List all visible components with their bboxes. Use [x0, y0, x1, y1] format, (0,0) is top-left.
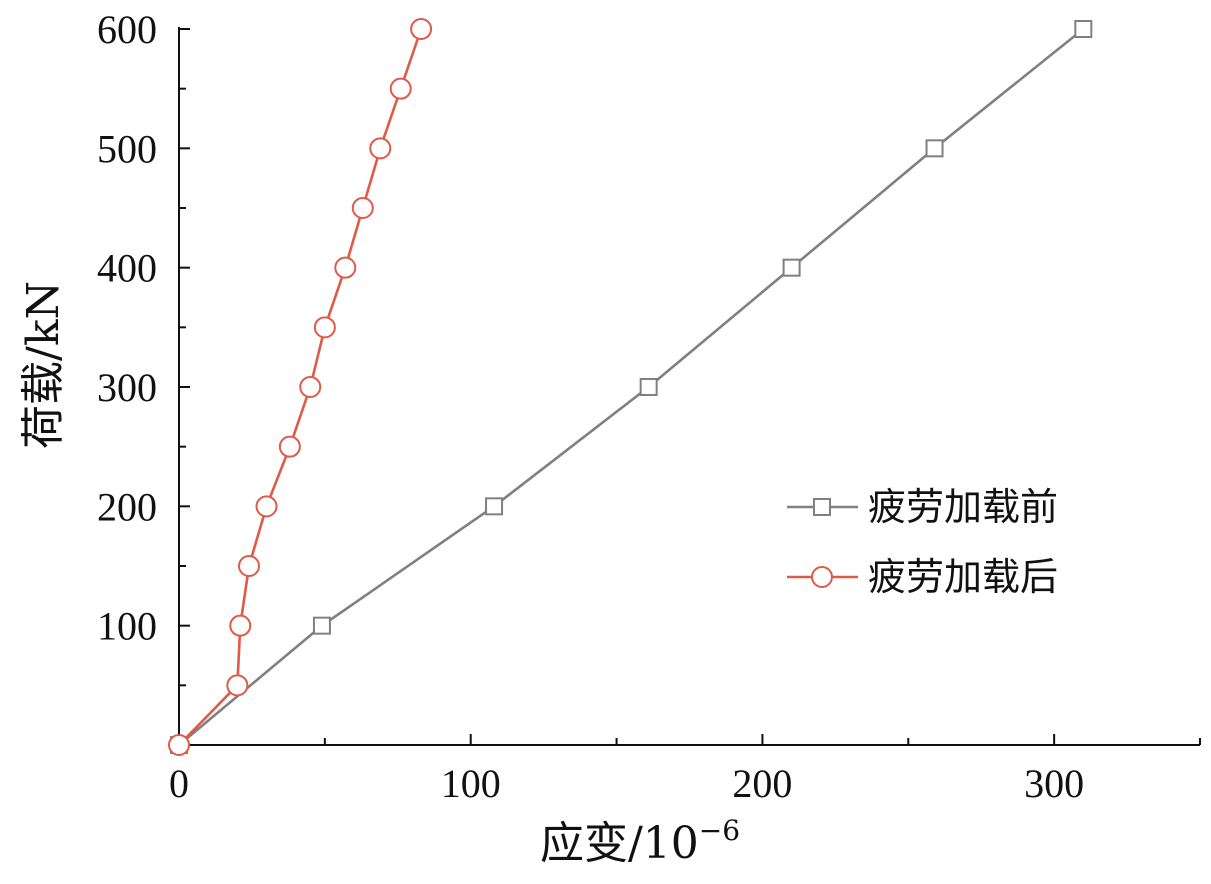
- data-point: [334, 256, 357, 279]
- data-point: [389, 77, 412, 100]
- x-tick-label: 300: [1024, 761, 1084, 806]
- x-axis-title: 应变/10−6: [540, 814, 740, 869]
- legend-label: 疲劳加载后: [868, 555, 1058, 599]
- data-point: [410, 18, 433, 40]
- data-point: [226, 674, 249, 697]
- legend-marker: [813, 498, 831, 516]
- data-point: [782, 258, 801, 277]
- data-point: [369, 137, 392, 160]
- y-tick-label: 200: [97, 484, 157, 529]
- legend-marker: [811, 566, 833, 588]
- x-axis-title-superscript: −6: [699, 814, 740, 847]
- x-tick-label: 0: [169, 761, 189, 806]
- data-point: [639, 378, 658, 396]
- data-point: [168, 734, 190, 756]
- data-point: [238, 555, 261, 577]
- data-point: [278, 435, 301, 458]
- y-tick-label: 400: [97, 246, 157, 291]
- data-point: [255, 495, 278, 518]
- data-point: [1074, 20, 1093, 38]
- series-after-fatigue: [168, 18, 433, 756]
- x-tick-label: 100: [441, 761, 501, 806]
- y-axis-title: 荷载/kN: [18, 281, 69, 449]
- data-point: [925, 139, 944, 158]
- y-tick-label: 100: [97, 604, 157, 649]
- legend-item: 疲劳加载前: [787, 485, 1058, 529]
- data-point: [229, 614, 252, 637]
- axes: 0 100 200 300 100 200 300 400 500 600: [97, 7, 1201, 806]
- data-point: [313, 316, 336, 339]
- legend-item: 疲劳加载后: [787, 555, 1058, 599]
- y-tick-label: 600: [97, 7, 157, 52]
- data-point: [312, 616, 331, 635]
- y-tick-label: 500: [97, 126, 157, 171]
- data-point: [299, 376, 322, 398]
- data-point: [485, 497, 504, 516]
- x-tick-label: 200: [732, 761, 792, 806]
- data-point: [351, 197, 374, 219]
- legend-label: 疲劳加载前: [868, 485, 1058, 529]
- series-layer: [168, 18, 1093, 756]
- y-tick-label: 300: [97, 365, 157, 410]
